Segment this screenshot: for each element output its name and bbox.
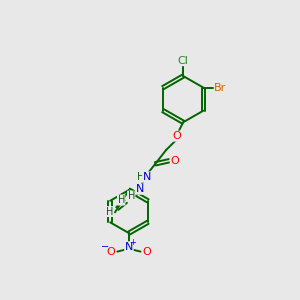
Text: N: N <box>136 184 144 194</box>
Text: O: O <box>170 156 179 166</box>
Text: O: O <box>172 131 182 141</box>
Text: H: H <box>137 172 144 182</box>
Text: Cl: Cl <box>178 56 189 66</box>
Text: H: H <box>128 191 135 201</box>
Text: O: O <box>142 248 151 257</box>
Text: N: N <box>125 242 133 252</box>
Text: O: O <box>107 248 116 257</box>
Text: H: H <box>106 207 113 217</box>
Text: N: N <box>142 172 151 182</box>
Text: −: − <box>101 242 109 252</box>
Text: +: + <box>129 238 136 247</box>
Text: H: H <box>118 195 125 205</box>
Text: Br: Br <box>214 82 226 93</box>
